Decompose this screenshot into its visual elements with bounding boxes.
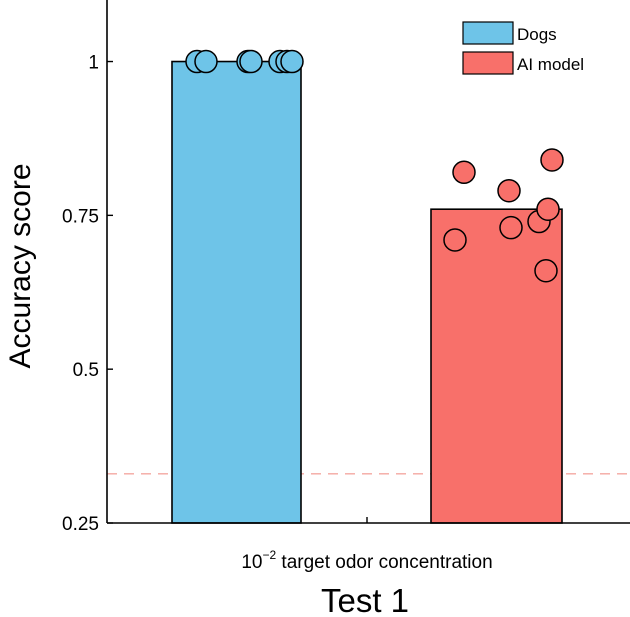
legend-label-dogs: Dogs	[517, 25, 557, 44]
x-category-exponent: −2	[262, 548, 276, 562]
data-point-ai-model	[499, 215, 523, 240]
legend-label-ai-model: AI model	[517, 55, 584, 74]
x-axis-label: Test 1	[321, 582, 409, 617]
data-point-ai-model	[534, 258, 558, 283]
bar-ai-model	[430, 208, 563, 524]
data-point-ai-model	[536, 197, 560, 221]
data-point-ai-model	[452, 160, 476, 185]
data-point-ai-model	[443, 228, 467, 252]
legend: Dogs AI model	[462, 21, 584, 75]
y-tick-label: 0.75	[62, 206, 99, 227]
y-tick-label: 0.5	[73, 360, 99, 381]
data-point-ai-model	[497, 178, 521, 203]
data-point-dogs	[239, 49, 263, 74]
data-point-dogs	[194, 49, 218, 74]
x-category-label: 10−2 target odor concentration	[241, 548, 492, 573]
y-tick-label: 0.25	[62, 514, 99, 535]
data-point-ai-model	[540, 148, 564, 172]
y-axis-label: Accuracy score	[4, 163, 37, 368]
y-tick-label: 1	[88, 53, 99, 74]
x-category-base: 10	[241, 552, 262, 573]
legend-swatch-dogs	[462, 21, 514, 45]
data-point-dogs	[280, 49, 304, 74]
bar-dogs	[171, 60, 302, 524]
legend-swatch-ai-model	[462, 51, 514, 75]
x-category-rest: target odor concentration	[276, 552, 493, 573]
